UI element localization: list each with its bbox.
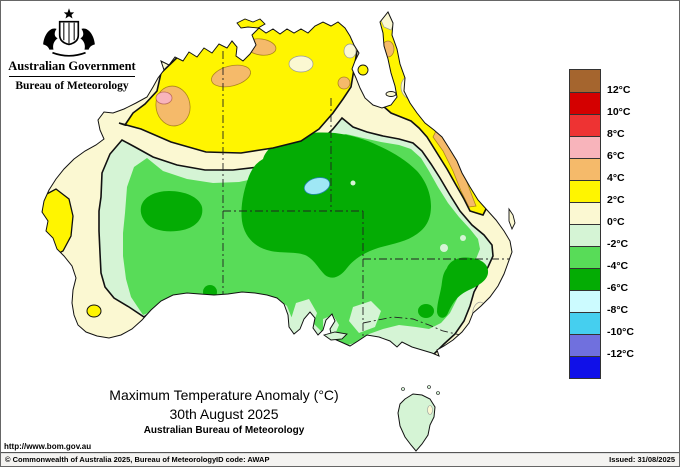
groote-eylandt	[357, 64, 369, 76]
cream-darwin	[288, 55, 314, 73]
mornington-island	[385, 91, 397, 97]
bureau-title: Bureau of Meteorology	[15, 80, 129, 92]
legend-label: -6°C	[607, 282, 629, 294]
map-date: 30th August 2025	[169, 406, 279, 422]
mint-dot-1	[440, 244, 448, 252]
legend-cell	[570, 136, 600, 158]
band-darkgreen-core	[241, 132, 431, 278]
mint-dot-3	[350, 180, 356, 186]
legend-cell	[570, 180, 600, 202]
fraser-island	[508, 207, 516, 231]
legend-cells	[569, 69, 601, 379]
legend-cell	[570, 202, 600, 224]
band-darkgreen-vic	[418, 304, 434, 318]
legend-cell	[570, 158, 600, 180]
issued-text: Issued: 31/08/2025	[609, 455, 675, 464]
band-darkgreen-nsw	[437, 257, 489, 318]
legend-label: -12°C	[607, 348, 634, 360]
legend-cell	[570, 246, 600, 268]
state-borders	[222, 51, 509, 347]
islands	[236, 18, 516, 341]
legend-label: -10°C	[607, 326, 634, 338]
cream-tas-east	[427, 405, 433, 415]
mint-dot-2	[460, 235, 466, 241]
band-darkgreen-west	[140, 191, 203, 232]
gov-title: Australian Government	[8, 59, 136, 73]
lake-eyre	[303, 177, 331, 195]
copyright-text: © Commonwealth of Australia 2025, Bureau…	[5, 455, 217, 464]
map-title: Maximum Temperature Anomaly (°C)	[109, 387, 339, 403]
cream-arnhem	[343, 43, 357, 59]
id-code-text: ID code: AWAP	[216, 455, 270, 464]
band-darkgreen-bight	[203, 285, 217, 299]
bom-url: http://www.bom.gov.au	[4, 442, 92, 451]
legend-label: 4°C	[607, 172, 625, 184]
legend-cell	[570, 114, 600, 136]
legend-cell	[570, 290, 600, 312]
tiwi-islands	[236, 18, 266, 29]
legend-cell	[570, 70, 600, 92]
yellow-dot-southwest	[86, 304, 102, 318]
legend-cell	[570, 224, 600, 246]
map-agency: Australian Bureau of Meteorology	[143, 425, 305, 436]
pink-spot-kimberley	[155, 91, 173, 105]
legend-label: 0°C	[607, 216, 625, 228]
legend-label: 8°C	[607, 128, 625, 140]
legend-cell	[570, 92, 600, 114]
tasmania	[397, 385, 440, 452]
legend-label: -4°C	[607, 260, 629, 272]
legend-label: -8°C	[607, 304, 629, 316]
mint-patch-sesa	[349, 301, 381, 333]
legend-label: 2°C	[607, 194, 625, 206]
legend-cell	[570, 312, 600, 334]
legend-cell	[570, 268, 600, 290]
header-divider	[9, 76, 135, 77]
map-title-block: Maximum Temperature Anomaly (°C) 30th Au…	[59, 387, 389, 436]
legend-cell	[570, 356, 600, 378]
legend-label: 6°C	[607, 150, 625, 162]
legend-label: 12°C	[607, 84, 631, 96]
legend-cell	[570, 334, 600, 356]
kangaroo-island	[322, 331, 348, 341]
footer-bar: © Commonwealth of Australia 2025, Bureau…	[1, 452, 679, 466]
coat-of-arms-icon	[43, 8, 95, 57]
legend-label: -2°C	[607, 238, 629, 250]
legend-label: 10°C	[607, 106, 631, 118]
